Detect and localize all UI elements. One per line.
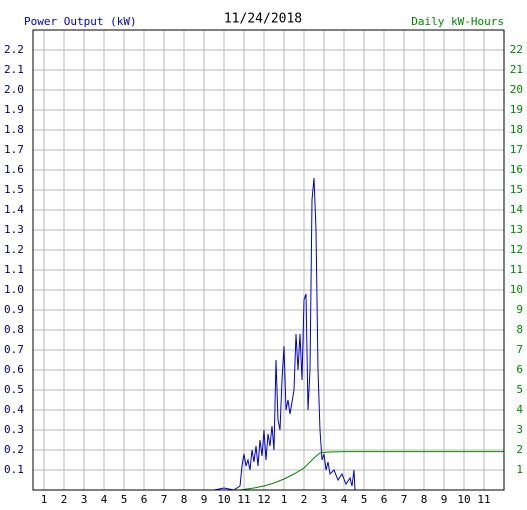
y-tick-label: 2.2 <box>4 43 24 56</box>
x-tick-label: 3 <box>321 493 328 506</box>
y2-tick-label: 4 <box>516 403 523 416</box>
y2-tick-label: 14 <box>510 203 524 216</box>
series-line <box>239 451 504 491</box>
series-line <box>213 177 356 491</box>
x-tick-label: 2 <box>301 493 308 506</box>
x-tick-label: 3 <box>81 493 88 506</box>
y2-tick-label: 6 <box>516 363 523 376</box>
y2-tick-label: 20 <box>510 83 523 96</box>
y-tick-label: 1.3 <box>4 223 24 236</box>
y-tick-label: 0.9 <box>4 303 24 316</box>
y2-tick-label: 19 <box>510 103 523 116</box>
x-tick-label: 7 <box>161 493 168 506</box>
y2-tick-label: 17 <box>510 143 523 156</box>
y2-tick-label: 7 <box>516 343 523 356</box>
x-tick-label: 7 <box>401 493 408 506</box>
y-tick-label: 2.1 <box>4 63 24 76</box>
x-tick-label: 8 <box>421 493 428 506</box>
y2-tick-label: 16 <box>510 163 523 176</box>
y2-tick-label: 18 <box>510 123 523 136</box>
y-tick-label: 0.3 <box>4 423 24 436</box>
x-tick-label: 1 <box>281 493 288 506</box>
y2-tick-label: 1 <box>516 463 523 476</box>
y2-tick-label: 3 <box>516 423 523 436</box>
grid: 1 2 3 4 5 6 7 8 9 10 11 12 1 2 3 4 5 6 7 8 9 10 110.10.20.30.4… <box>4 30 523 506</box>
x-tick-label: 10 <box>217 493 230 506</box>
y2-tick-label: 8 <box>516 323 523 336</box>
y-tick-label: 1.9 <box>4 103 24 116</box>
y2-tick-label: 15 <box>510 183 523 196</box>
y-tick-label: 1.8 <box>4 123 24 136</box>
y2-tick-label: 21 <box>510 63 523 76</box>
x-tick-label: 4 <box>101 493 108 506</box>
y-tick-label: 1.4 <box>4 203 24 216</box>
y2-axis-label: Daily kW-Hours <box>411 15 504 28</box>
y-tick-label: 1.6 <box>4 163 24 176</box>
y-tick-label: 0.6 <box>4 363 24 376</box>
x-tick-label: 5 <box>121 493 128 506</box>
x-tick-label: 9 <box>201 493 208 506</box>
plot-border <box>32 29 505 491</box>
x-tick-label: 4 <box>341 493 348 506</box>
y2-tick-label: 5 <box>516 383 523 396</box>
y2-tick-label: 11 <box>510 263 523 276</box>
plot <box>213 177 504 491</box>
y-tick-label: 0.4 <box>4 403 24 416</box>
y-tick-label: 1.5 <box>4 183 24 196</box>
y-tick-label: 1.7 <box>4 143 24 156</box>
chart-title: 11/24/2018 <box>224 12 302 27</box>
x-tick-label: 6 <box>141 493 148 506</box>
y-tick-label: 0.5 <box>4 383 24 396</box>
y2-tick-label: 9 <box>516 303 523 316</box>
y2-tick-label: 12 <box>510 243 523 256</box>
x-tick-label: 11 <box>477 493 490 506</box>
x-tick-label: 9 <box>441 493 448 506</box>
x-tick-label: 8 <box>181 493 188 506</box>
y2-tick-label: 2 <box>516 443 523 456</box>
y-tick-label: 0.7 <box>4 343 24 356</box>
x-tick-label: 5 <box>361 493 368 506</box>
y2-tick-label: 10 <box>510 283 523 296</box>
x-tick-label: 1 <box>41 493 48 506</box>
x-tick-label: 6 <box>381 493 388 506</box>
y2-tick-label: 13 <box>510 223 523 236</box>
x-tick-label: 10 <box>457 493 470 506</box>
x-tick-label: 2 <box>61 493 68 506</box>
y-tick-label: 0.2 <box>4 443 24 456</box>
y-tick-label: 1.2 <box>4 243 24 256</box>
y-tick-label: 0.1 <box>4 463 24 476</box>
y-tick-label: 2.0 <box>4 83 24 96</box>
y2-tick-label: 22 <box>510 43 523 56</box>
y-tick-label: 1.1 <box>4 263 24 276</box>
y-tick-label: 0.8 <box>4 323 24 336</box>
y-tick-label: 1.0 <box>4 283 24 296</box>
y-axis-label: Power Output (kW) <box>24 15 137 28</box>
x-tick-label: 11 <box>237 493 250 506</box>
x-tick-label: 12 <box>257 493 270 506</box>
